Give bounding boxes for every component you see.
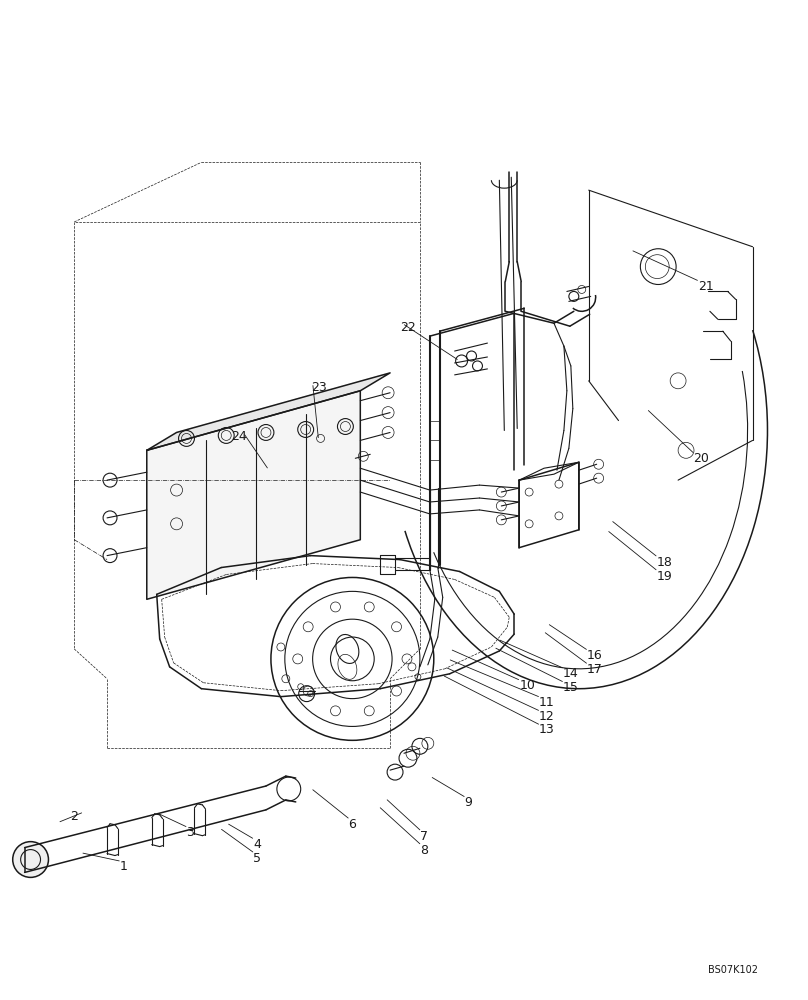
Text: 19: 19: [656, 570, 672, 583]
Circle shape: [13, 842, 48, 877]
Text: 23: 23: [310, 381, 326, 394]
Text: 18: 18: [656, 556, 672, 569]
Text: 9: 9: [465, 796, 473, 809]
Text: 21: 21: [698, 280, 713, 293]
Text: BS07K102: BS07K102: [708, 965, 758, 975]
Text: 5: 5: [253, 852, 261, 865]
Text: 8: 8: [420, 844, 428, 857]
Text: 15: 15: [563, 681, 579, 694]
Text: 2: 2: [70, 810, 78, 823]
Text: 6: 6: [348, 818, 356, 831]
Text: 24: 24: [231, 430, 247, 443]
Text: 22: 22: [400, 321, 416, 334]
Polygon shape: [147, 373, 390, 450]
Text: 12: 12: [539, 710, 555, 723]
Text: 1: 1: [120, 860, 128, 873]
Text: 10: 10: [520, 679, 535, 692]
Polygon shape: [147, 391, 360, 599]
Text: 4: 4: [253, 838, 261, 851]
Text: 17: 17: [587, 663, 603, 676]
Text: 11: 11: [539, 696, 555, 709]
Text: 20: 20: [693, 452, 709, 465]
Text: 14: 14: [563, 667, 579, 680]
Text: 13: 13: [539, 723, 555, 736]
Text: 7: 7: [420, 830, 428, 843]
Text: 16: 16: [587, 649, 603, 662]
Text: 3: 3: [187, 826, 195, 839]
